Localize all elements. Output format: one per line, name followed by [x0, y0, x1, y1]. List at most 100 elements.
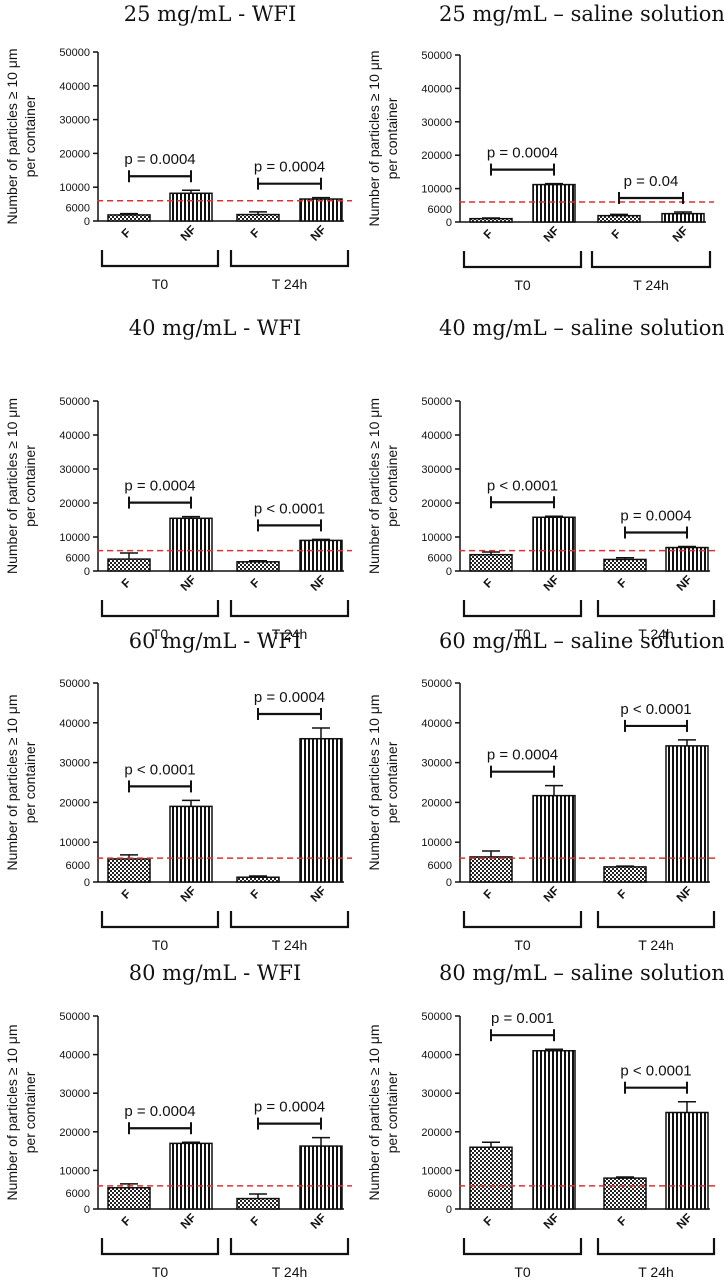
chart-panel: 40 mg/mL - WFI Number of particles ≥ 10 μ… [4, 316, 352, 642]
threshold-label: 6000 [66, 203, 90, 215]
bar-label: F [119, 226, 134, 241]
y-tick-label: 50000 [421, 50, 452, 62]
bar-label: NF [178, 884, 199, 905]
chart-panel: 25 mg/mL - WFI Number of particles ≥ 10 μ… [4, 2, 352, 292]
p-value-label: p = 0.0004 [124, 151, 195, 168]
bar-f [236, 876, 280, 883]
y-tick-label: 50000 [421, 1011, 452, 1023]
y-tick-label: 20000 [421, 150, 452, 162]
bar-f [597, 214, 641, 223]
bar-label: NF [541, 884, 562, 905]
p-value-label: p = 0.0004 [124, 1103, 195, 1120]
y-axis-label: Number of particles ≥ 10 μm [4, 398, 20, 574]
bar-label: F [481, 227, 496, 242]
bar-label: NF [178, 573, 199, 594]
threshold-label: 6000 [428, 860, 452, 872]
bar-nf [169, 517, 213, 572]
bar-label: NF [178, 223, 199, 244]
bar-label: NF [178, 1211, 199, 1232]
group-label: T0 [514, 1264, 531, 1280]
group-label: T0 [514, 626, 531, 642]
p-value-label: p < 0.0001 [487, 477, 558, 494]
threshold-label: 6000 [66, 860, 90, 872]
y-tick-label: 40000 [59, 718, 90, 730]
y-axis-label: Number of particles ≥ 10 μm [4, 694, 20, 870]
group-label: T 24h [272, 276, 308, 292]
bar-label: F [248, 226, 263, 241]
bar-nf [299, 1145, 343, 1210]
y-tick-label: 30000 [59, 464, 90, 476]
y-tick-label: 10000 [59, 837, 90, 849]
bar-nf [532, 183, 576, 223]
group-label: T 24h [272, 937, 308, 953]
group-label: T0 [514, 277, 531, 293]
y-tick-label: 20000 [59, 498, 90, 510]
chart-panel: 60 mg/mL – saline solution Number of part… [366, 629, 724, 953]
bar-label: F [481, 1214, 496, 1229]
group-label: T0 [152, 1264, 169, 1280]
bar-nf [169, 1142, 213, 1210]
bar-label: NF [674, 1211, 695, 1232]
y-tick-label: 30000 [421, 117, 452, 129]
y-tick-label: 0 [446, 217, 452, 229]
y-tick-label: 50000 [59, 678, 90, 690]
y-tick-label: 20000 [59, 797, 90, 809]
p-value-label: p = 0.0004 [487, 747, 558, 764]
bar-label: F [248, 1214, 263, 1229]
bar-nf [299, 198, 343, 222]
y-tick-label: 50000 [421, 396, 452, 408]
group-label: T0 [152, 626, 169, 642]
panel-title: 40 mg/mL - WFI [129, 316, 302, 340]
p-value-label: p = 0.0004 [254, 689, 325, 706]
bar-label: NF [541, 573, 562, 594]
bar-f [469, 856, 513, 883]
bar-label: NF [674, 573, 695, 594]
y-axis-label: per container [22, 95, 38, 177]
bar-f [469, 217, 513, 223]
y-tick-label: 30000 [421, 758, 452, 770]
bar-nf [665, 745, 709, 883]
bar-label: F [615, 887, 630, 902]
bar-f [603, 866, 647, 883]
bar-label: F [119, 576, 134, 591]
y-tick-label: 40000 [59, 1050, 90, 1062]
y-tick-label: 40000 [421, 430, 452, 442]
threshold-label: 6000 [428, 204, 452, 216]
bar-f [603, 558, 647, 572]
bar-label: NF [308, 1211, 329, 1232]
p-value-label: p = 0.0004 [124, 478, 195, 495]
group-bracket [229, 911, 350, 929]
bar-nf [661, 212, 705, 223]
y-axis-label: Number of particles ≥ 10 μm [366, 50, 382, 226]
y-tick-label: 40000 [421, 83, 452, 95]
y-tick-label: 20000 [421, 498, 452, 510]
bar-label: F [248, 576, 263, 591]
y-axis-label: per container [22, 445, 38, 527]
bar-label: NF [541, 1211, 562, 1232]
group-bracket [462, 1238, 583, 1256]
panel-title: 25 mg/mL - WFI [124, 2, 297, 26]
bar-nf [299, 737, 343, 883]
bar-label: NF [308, 884, 329, 905]
group-bracket [100, 600, 220, 618]
bar-nf [532, 516, 576, 572]
panel-title: 60 mg/mL – saline solution [439, 629, 724, 653]
group-label: T 24h [638, 626, 674, 642]
bar-nf [532, 794, 576, 883]
y-tick-label: 10000 [421, 184, 452, 196]
y-tick-label: 40000 [59, 430, 90, 442]
y-tick-label: 0 [84, 1204, 90, 1216]
p-value-label: p = 0.0004 [487, 145, 558, 162]
group-label: T0 [514, 937, 531, 953]
p-value-label: p = 0.0004 [254, 1099, 325, 1116]
y-axis-label: Number of particles ≥ 10 μm [4, 1024, 20, 1200]
y-tick-label: 30000 [421, 464, 452, 476]
y-axis-label: per container [22, 741, 38, 823]
y-tick-label: 40000 [59, 81, 90, 93]
y-axis-label: Number of particles ≥ 10 μm [4, 48, 20, 224]
bar-label: NF [308, 223, 329, 244]
p-value-label: p = 0.0004 [254, 159, 325, 176]
bar-f [603, 1177, 647, 1210]
threshold-label: 6000 [428, 553, 452, 565]
y-tick-label: 40000 [421, 718, 452, 730]
